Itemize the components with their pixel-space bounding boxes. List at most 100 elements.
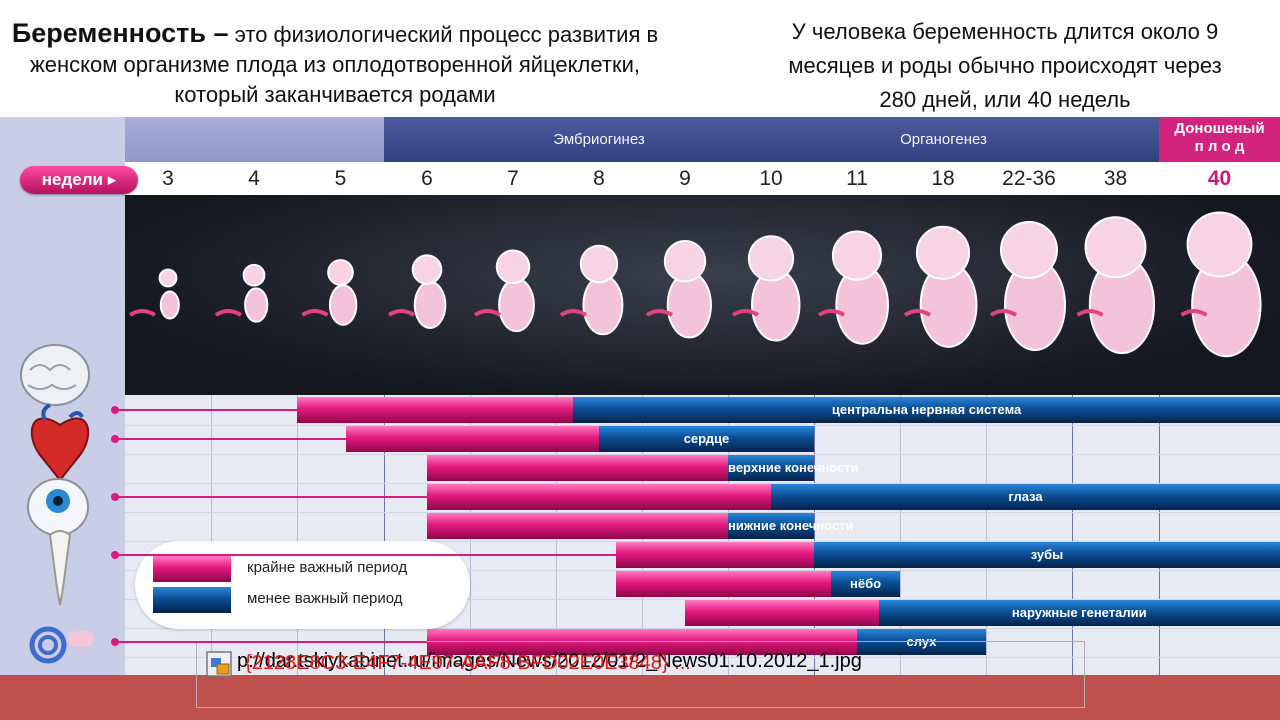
organ-bar-less-segment	[878, 600, 1280, 626]
organ-pointer-dot	[111, 638, 119, 646]
organ-bar-critical-segment	[427, 484, 771, 510]
weeks-row: 3 4 5 6 7 8 9 10 11 18 22-36 38 40	[125, 162, 1280, 195]
week-2: 5	[334, 167, 347, 190]
tooth-icon	[48, 530, 72, 606]
grid-line	[814, 395, 815, 677]
week-7: 10	[759, 167, 783, 190]
row-line	[125, 454, 1280, 455]
broken-image-url: p://dar.tskiykabinet.ru/images/News/2012…	[237, 650, 862, 672]
embryo-illustration	[1180, 211, 1262, 358]
embryo-illustration	[387, 254, 447, 329]
stage-organogenesis-label: Органогенез	[900, 131, 987, 148]
embryo-illustration	[817, 230, 889, 345]
week-11: 38	[1103, 167, 1128, 190]
grid-line	[900, 395, 901, 677]
organ-pointer-line	[115, 554, 617, 556]
header: Беременность – это физиологический проце…	[0, 0, 1280, 117]
organ-bar-label: верхние конечности	[728, 460, 859, 475]
organ-development-chart: центральна нервная система сердце верхние …	[125, 395, 1280, 677]
broken-image-guid: {2128E8C3-E4F7-4E97-AAF8-BFD02E0E3848} .…	[245, 652, 691, 674]
organ-bar: наружные генеталии	[685, 600, 1280, 626]
organ-bar: зубы	[616, 542, 1280, 568]
organ-bar-label: наружные генеталии	[1011, 605, 1147, 620]
week-12: 40	[1207, 167, 1232, 190]
organ-bar-critical-segment	[427, 513, 728, 539]
definition-term: Беременность –	[11, 18, 229, 48]
legend-less-label: менее важный период	[247, 590, 403, 607]
stage-pre	[125, 117, 384, 162]
organ-pointer-dot	[111, 551, 119, 559]
organ-bar-critical-segment	[427, 629, 857, 655]
week-10: 22-36	[1002, 167, 1056, 190]
organ-bar-label: нёбо	[850, 576, 882, 591]
organ-icons	[0, 335, 125, 675]
brain-icon	[20, 344, 90, 406]
row-line	[125, 599, 1280, 600]
legend-swatch-critical	[153, 556, 231, 582]
footer-band	[0, 675, 1280, 720]
organ-bar: центральна нервная система	[297, 397, 1280, 423]
stage-late	[1073, 117, 1159, 162]
week-1: 4	[248, 167, 260, 190]
week-5: 8	[593, 167, 605, 190]
broken-image-icon	[206, 651, 232, 677]
organ-bar-critical-segment	[345, 426, 599, 452]
organ-bar-label: глаза	[1008, 489, 1043, 504]
grid-line	[1159, 395, 1160, 677]
grid-line	[1072, 395, 1073, 677]
row-line	[125, 541, 1280, 542]
organ-bar-less-segment	[573, 397, 1280, 423]
organ-bar-less-segment	[857, 629, 986, 655]
organ-bar-label: сердце	[683, 431, 730, 446]
row-line	[125, 628, 1280, 629]
organ-bar-less-segment	[831, 571, 900, 597]
organ-pointer-dot	[111, 493, 119, 501]
weeks-label-pill: недели ▸	[20, 166, 138, 194]
organ-bar: сердце	[345, 426, 814, 452]
embryo-illustration	[1076, 216, 1156, 355]
organ-bar-label: центральна нервная система	[831, 402, 1022, 417]
organ-bar: глаза	[427, 484, 1280, 510]
row-line	[125, 570, 1280, 571]
grid-line	[297, 395, 298, 677]
organ-bar-less-segment	[728, 455, 814, 481]
organ-bar-label: зубы	[1030, 547, 1064, 562]
week-6: 9	[679, 167, 691, 190]
legend-critical-label: крайне важный период	[247, 559, 408, 576]
organ-bar: нёбо	[616, 571, 900, 597]
row-line	[125, 425, 1280, 426]
week-0: 3	[162, 167, 174, 190]
legend-swatch-less	[153, 587, 231, 613]
eye-icon	[27, 478, 89, 536]
grid-line	[384, 395, 385, 677]
ear-icon	[29, 626, 94, 664]
organ-bar-less-segment	[728, 513, 814, 539]
definition-body: это физиологический процесс развития в ж…	[30, 22, 659, 107]
organ-pointer-line	[115, 438, 346, 440]
week-3: 6	[421, 167, 433, 190]
embryo-illustration	[473, 249, 535, 333]
embryo-illustrations	[128, 211, 1262, 358]
organ-pointer-line	[115, 496, 427, 498]
organ-bar-critical-segment	[685, 600, 879, 626]
embryo-illustration	[128, 268, 180, 320]
embryo-illustration	[903, 225, 978, 348]
embryo-strip	[125, 195, 1280, 395]
embryo-illustration	[645, 240, 712, 339]
stage-organogenesis: Органогенез	[814, 117, 1073, 162]
organ-bar-critical-segment	[427, 455, 728, 481]
week-4: 7	[507, 167, 519, 190]
embryo-illustration	[559, 244, 624, 336]
embryo-illustration	[301, 259, 358, 326]
broken-image-placeholder[interactable]: p://dar.tskiykabinet.ru/images/News/2012…	[196, 641, 1085, 708]
week-8: 11	[846, 167, 868, 190]
organ-pointer-line	[115, 409, 297, 411]
row-line	[125, 512, 1280, 513]
duration-text: У человека беременность длится около 9 м…	[788, 19, 1222, 112]
organ-pointer-dot	[111, 435, 119, 443]
stage-term-label: Доношеный п л о д	[1159, 120, 1280, 156]
organ-bar: верхние конечности	[427, 455, 859, 481]
organ-bar-less-segment	[813, 542, 1280, 568]
heart-icon	[30, 403, 90, 482]
organ-bar-less-segment	[598, 426, 814, 452]
